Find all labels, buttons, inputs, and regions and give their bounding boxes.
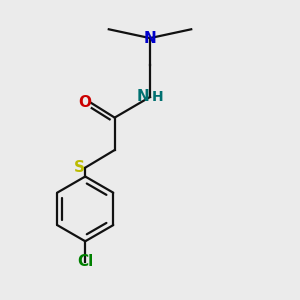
Text: S: S [74, 160, 85, 175]
Text: N: N [144, 31, 156, 46]
Text: O: O [79, 95, 92, 110]
Text: N: N [136, 89, 149, 104]
Text: H: H [152, 90, 163, 104]
Text: Cl: Cl [77, 254, 93, 269]
